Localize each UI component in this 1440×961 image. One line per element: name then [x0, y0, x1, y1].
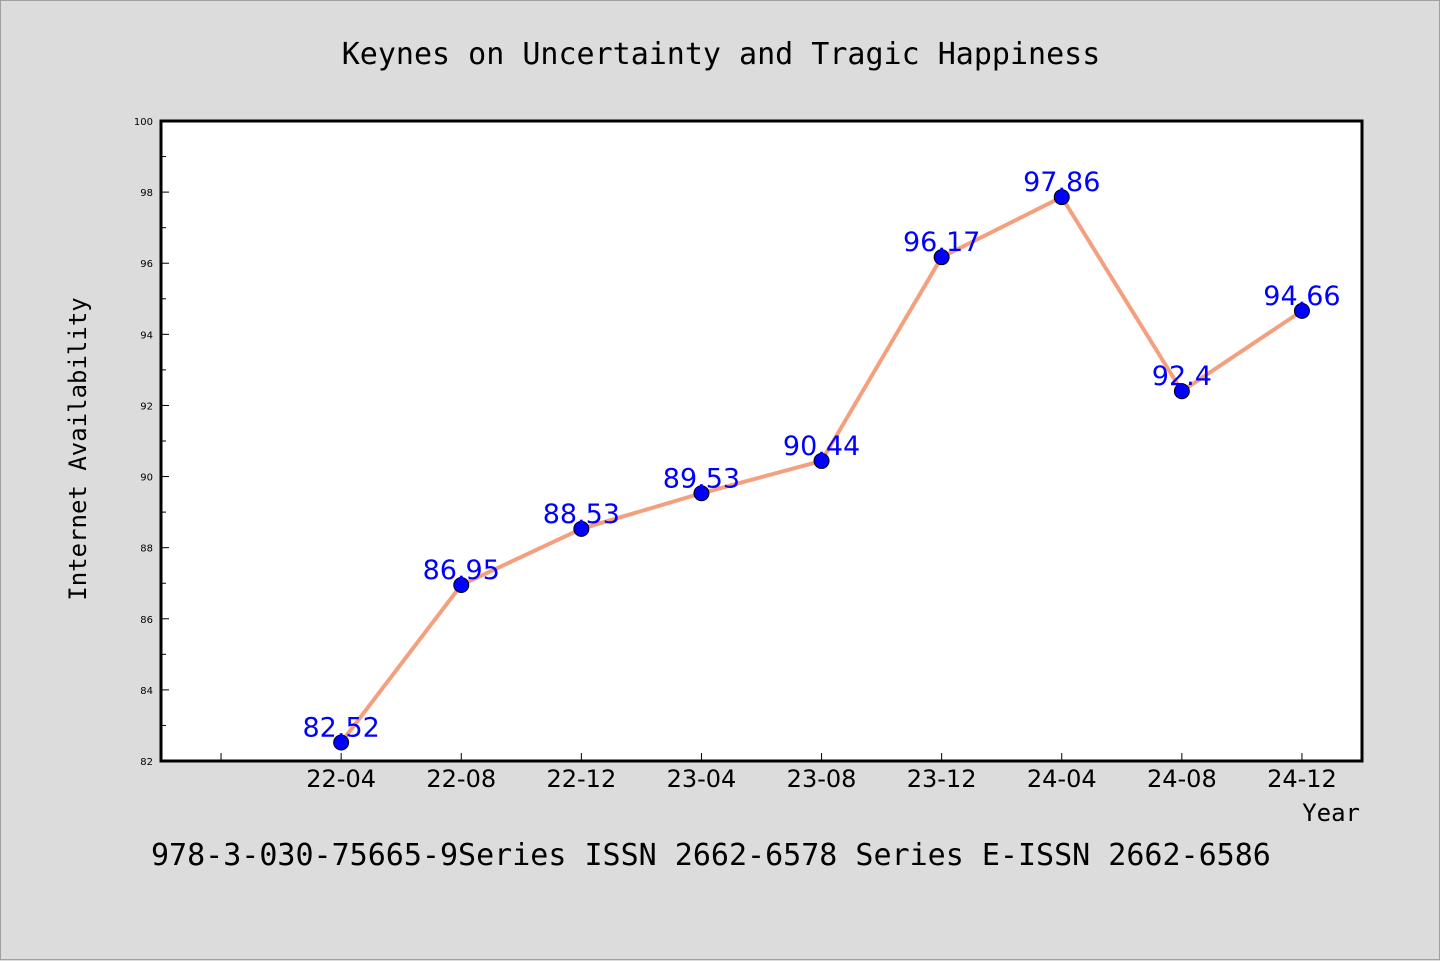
markers-layer — [333, 189, 1310, 751]
data-label: 88.53 — [543, 499, 620, 530]
x-axis-ticks: 22-04 22-08 22-12 23-04 23-08 23-12 24-04 24-08… — [220, 753, 1337, 793]
y-tick-label: 82 — [140, 757, 153, 768]
y-tick-label: 96 — [140, 259, 153, 270]
data-label: 89.53 — [663, 463, 740, 494]
x-tick-label: 23-08 — [787, 765, 857, 793]
x-axis-label: Year — [1302, 799, 1360, 827]
x-tick-label: 24-12 — [1267, 765, 1337, 793]
y-tick-label: 94 — [140, 330, 153, 341]
data-point — [1293, 302, 1310, 319]
chart-title: Keynes on Uncertainty and Tragic Happine… — [342, 37, 1101, 72]
data-point — [453, 577, 470, 593]
x-tick-label: 24-08 — [1147, 765, 1217, 793]
y-tick-label: 88 — [140, 544, 153, 555]
x-tick-label: 24-04 — [1027, 765, 1097, 793]
x-tick-label: 23-04 — [667, 765, 737, 793]
x-tick-label: 23-12 — [907, 765, 977, 793]
data-label: 97.86 — [1023, 167, 1100, 198]
data-label: 86.95 — [423, 555, 500, 586]
y-axis-ticks: 82 84 86 88 90 92 94 96 98 100 — [134, 117, 169, 768]
y-tick-label: 90 — [140, 473, 153, 484]
data-point — [933, 249, 950, 266]
y-axis-label: Internet Availability — [64, 297, 92, 600]
y-tick-label: 92 — [140, 401, 153, 412]
data-point — [813, 452, 830, 469]
data-point — [693, 485, 710, 502]
y-tick-label: 86 — [140, 615, 153, 626]
y-tick-label: 98 — [140, 188, 153, 199]
data-point — [333, 734, 350, 751]
data-labels-layer: 82.52 86.95 88.53 89.53 90.44 96.17 97.86 92.4 9… — [303, 167, 1341, 743]
data-label: 96.17 — [903, 227, 980, 258]
data-point — [573, 520, 590, 537]
data-label: 92.4 — [1152, 361, 1212, 392]
x-tick-label: 22-04 — [306, 765, 376, 793]
y-tick-label: 100 — [134, 117, 153, 128]
data-label: 90.44 — [783, 431, 860, 462]
data-point — [1053, 189, 1070, 206]
x-tick-label: 22-08 — [426, 765, 496, 793]
data-label: 94.66 — [1263, 281, 1340, 312]
data-point — [1173, 383, 1190, 400]
data-label: 82.52 — [303, 713, 380, 744]
y-tick-label: 84 — [140, 686, 153, 697]
footer-isbn-issn: 978-3-030-75665-9Series ISSN 2662-6578 S… — [151, 838, 1271, 873]
plot-area — [159, 119, 1364, 763]
x-tick-label: 22-12 — [546, 765, 616, 793]
